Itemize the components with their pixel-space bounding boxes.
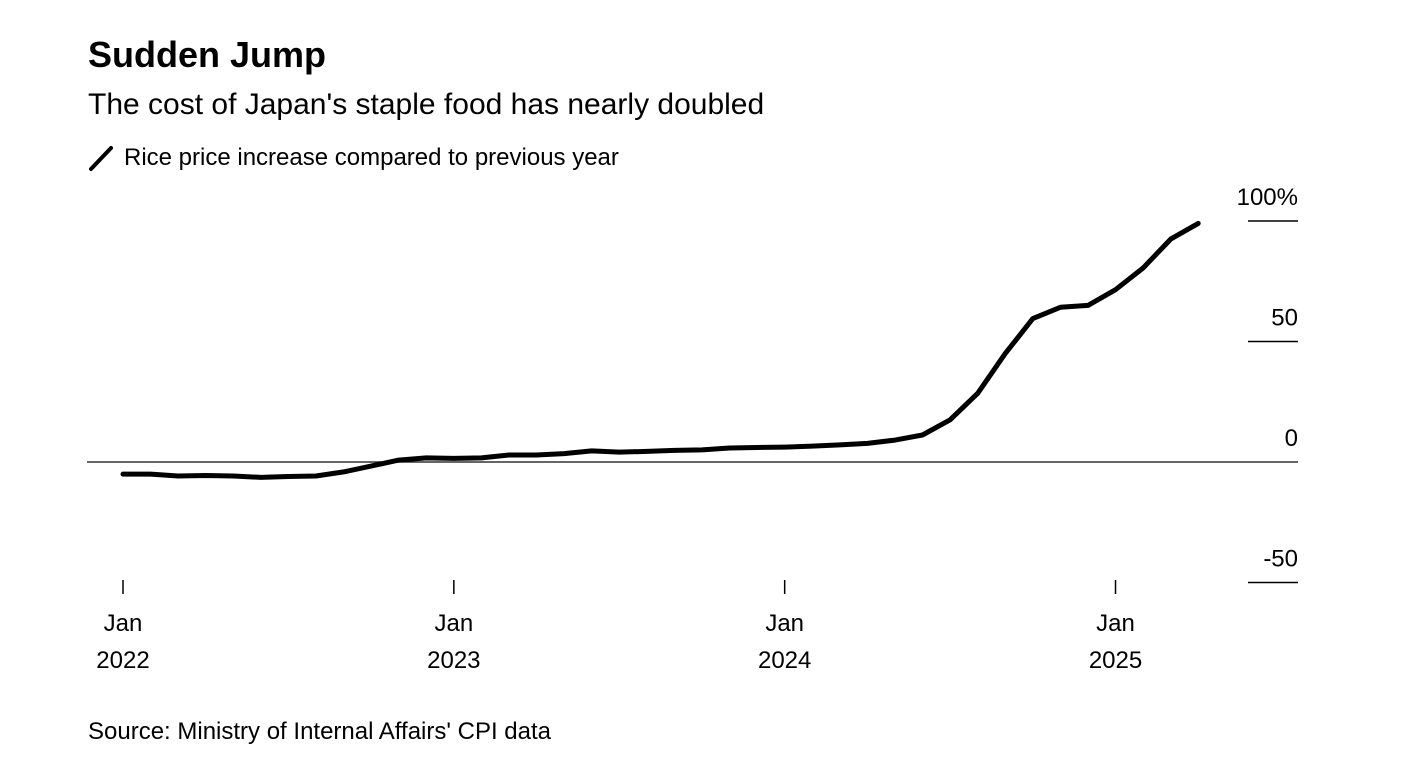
- chart-title: Sudden Jump: [88, 34, 327, 75]
- y-tick-label: 50: [1271, 305, 1298, 332]
- legend-label: Rice price increase compared to previous…: [124, 144, 619, 171]
- x-tick-label-year: 2025: [1089, 647, 1142, 674]
- y-tick-label: 100%: [1237, 184, 1298, 211]
- source-note: Source: Ministry of Internal Affairs' CP…: [88, 718, 552, 745]
- x-tick-label-month: Jan: [434, 610, 473, 637]
- x-tick-label-month: Jan: [1096, 610, 1135, 637]
- y-tick-label: -50: [1263, 546, 1298, 573]
- x-tick-label-year: 2022: [96, 647, 149, 674]
- chart-subtitle: The cost of Japan's staple food has near…: [88, 88, 765, 121]
- x-tick-label-year: 2024: [758, 647, 811, 674]
- x-tick-label-month: Jan: [104, 610, 143, 637]
- x-tick-label-month: Jan: [765, 610, 804, 637]
- y-tick-label: 0: [1285, 425, 1298, 452]
- series-line: [120, 220, 1201, 480]
- x-tick-label-year: 2023: [427, 647, 480, 674]
- legend-line-icon: [89, 146, 113, 171]
- legend: Rice price increase compared to previous…: [88, 144, 619, 172]
